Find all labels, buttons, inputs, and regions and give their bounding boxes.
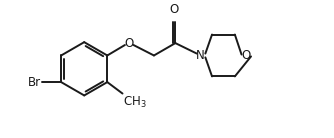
Text: O: O (124, 37, 133, 50)
Text: CH$_3$: CH$_3$ (124, 95, 147, 110)
Text: N: N (196, 49, 205, 62)
Text: Br: Br (28, 76, 41, 89)
Text: O: O (170, 2, 179, 15)
Text: O: O (242, 49, 251, 62)
